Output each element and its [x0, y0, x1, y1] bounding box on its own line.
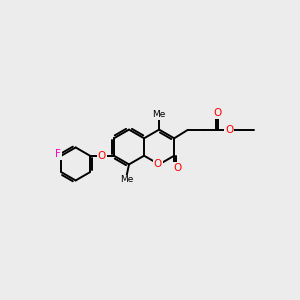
Text: Me: Me: [120, 176, 133, 184]
Text: O: O: [225, 125, 233, 135]
Text: O: O: [154, 159, 162, 170]
Text: O: O: [214, 108, 222, 118]
Text: O: O: [174, 163, 182, 173]
Text: Me: Me: [152, 110, 166, 119]
Text: F: F: [55, 149, 61, 159]
Text: O: O: [98, 151, 106, 161]
